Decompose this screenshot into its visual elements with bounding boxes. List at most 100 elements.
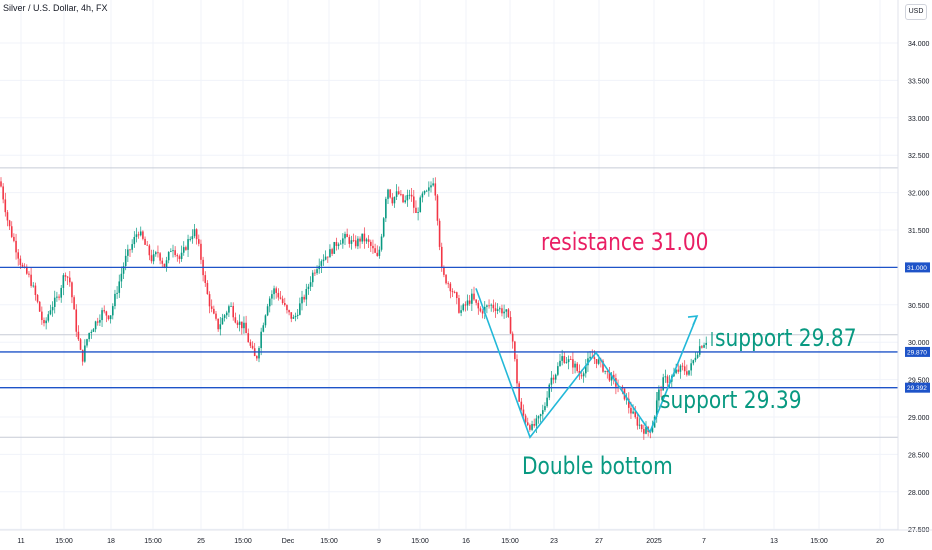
- candle-body: [456, 292, 458, 299]
- candle-body: [107, 315, 110, 320]
- candle-body: [296, 314, 299, 316]
- candle-body: [206, 282, 209, 295]
- candle-body: [397, 191, 400, 194]
- candle-body: [294, 315, 297, 318]
- candle-body: [195, 229, 198, 240]
- candle-body: [129, 249, 131, 251]
- x-tick-label: 15:00: [144, 538, 162, 545]
- candle-body: [509, 316, 512, 334]
- y-tick-label: 31.500: [908, 228, 930, 235]
- candle-body: [271, 294, 273, 299]
- candle-body: [499, 308, 501, 310]
- candle-body: [258, 348, 260, 359]
- candle-body: [367, 239, 370, 242]
- candle-body: [49, 310, 52, 315]
- candle-body: [428, 187, 430, 191]
- x-tick-label: 16: [462, 538, 470, 545]
- candle-body: [630, 407, 632, 414]
- candle-body: [597, 359, 600, 364]
- candle-body: [335, 242, 338, 246]
- candle-body: [395, 191, 398, 197]
- y-tick-label: 27.500: [908, 527, 930, 534]
- candle-body: [565, 362, 568, 363]
- candle-body: [363, 233, 366, 242]
- candle-body: [0, 181, 2, 187]
- y-tick-label: 30.000: [908, 340, 930, 347]
- candle-body: [148, 245, 151, 256]
- candle-body: [26, 266, 28, 274]
- candle-body: [2, 186, 4, 200]
- candle-body: [354, 240, 357, 247]
- y-tick-label: 30.500: [908, 303, 930, 310]
- candle-body: [56, 296, 58, 298]
- x-tick-label: 20: [876, 538, 884, 545]
- y-tick-label: 33.000: [908, 116, 930, 123]
- candle-body: [387, 189, 389, 199]
- candle-body: [30, 274, 32, 286]
- candle-body: [449, 283, 452, 292]
- candle-body: [492, 304, 495, 309]
- currency-button[interactable]: USD: [905, 4, 927, 20]
- candle-body: [131, 244, 133, 250]
- candle-body: [198, 239, 200, 244]
- y-tick-label: 32.000: [908, 191, 930, 198]
- candle-body: [249, 342, 252, 346]
- level-price-label-support_upper: 29.870: [907, 349, 927, 356]
- candle-body: [309, 282, 312, 287]
- candle-body: [415, 207, 417, 214]
- candle-body: [451, 291, 454, 293]
- candle-body: [245, 322, 247, 334]
- candle-body: [92, 329, 95, 332]
- candle-body: [60, 287, 62, 298]
- candle-body: [402, 194, 404, 203]
- candle-body: [374, 248, 376, 253]
- candle-body: [503, 311, 505, 314]
- candle-body: [625, 398, 628, 400]
- candle-body: [501, 308, 503, 314]
- candle-body: [400, 193, 402, 195]
- candle-body: [266, 306, 269, 316]
- candle-body: [516, 359, 518, 384]
- candle-body: [698, 346, 701, 355]
- candle-body: [466, 300, 469, 306]
- candle-body: [557, 366, 559, 375]
- candle-body: [690, 363, 692, 371]
- x-tick-label: 27: [595, 538, 603, 545]
- candle-body: [533, 424, 535, 426]
- candle-body: [210, 306, 213, 309]
- candle-body: [539, 414, 542, 417]
- candle-body: [204, 275, 207, 283]
- candle-body: [606, 370, 609, 372]
- candle-body: [73, 297, 75, 310]
- candle-body: [236, 322, 239, 325]
- candle-body: [221, 317, 224, 325]
- pattern-arrowhead: [687, 315, 699, 326]
- candle-body: [47, 314, 50, 321]
- candle-body: [546, 397, 548, 407]
- candle-body: [694, 357, 697, 361]
- candles: [0, 177, 707, 440]
- time-scale: 11 15:00 18 15:00 25 15:00 Dec 15:00 9 15:00 16 15:…: [0, 529, 932, 545]
- candle-body: [41, 311, 43, 320]
- candle-body: [526, 422, 529, 426]
- candle-body: [393, 196, 396, 204]
- x-tick-label: 15:00: [234, 538, 252, 545]
- price-scale: 34.000 33.500 33.000 32.500 32.000 31.500 31.0…: [897, 0, 932, 534]
- candle-body: [548, 384, 551, 398]
- candle-body: [286, 305, 288, 311]
- candle-body: [464, 304, 467, 306]
- candle-body: [432, 183, 434, 186]
- candle-body: [228, 306, 230, 313]
- candle-body: [187, 239, 189, 250]
- candle-body: [696, 354, 699, 358]
- candle-body: [17, 252, 19, 259]
- candle-body: [477, 302, 480, 309]
- level-price-tag-support_lower: [905, 382, 930, 393]
- candle-body: [520, 401, 523, 410]
- candle-body: [692, 360, 695, 364]
- x-tick-label: 15:00: [411, 538, 429, 545]
- candle-body: [256, 356, 258, 359]
- candle-body: [185, 247, 187, 250]
- candle-body: [241, 321, 243, 329]
